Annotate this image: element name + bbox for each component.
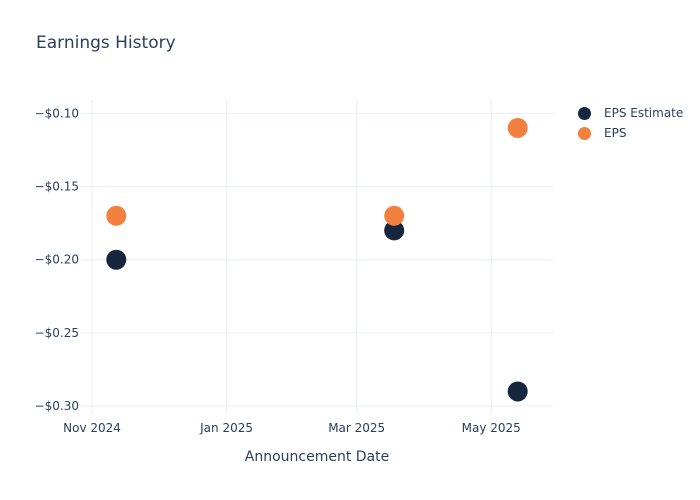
x-tick-label: Nov 2024 (63, 421, 121, 435)
legend: EPS Estimate EPS (578, 103, 683, 143)
legend-label: EPS (604, 126, 627, 140)
y-tick-label: −$0.30 (35, 399, 79, 413)
data-point-eps[interactable] (106, 205, 127, 226)
data-point-eps-estimate[interactable] (507, 381, 528, 402)
x-tick-label: Mar 2025 (328, 421, 385, 435)
data-point-eps-estimate[interactable] (384, 220, 405, 241)
y-tick-label: −$0.25 (35, 326, 79, 340)
x-axis-title: Announcement Date (244, 449, 390, 465)
data-point-eps-estimate[interactable] (106, 249, 127, 270)
data-point-eps[interactable] (384, 205, 405, 226)
x-tick-label: May 2025 (462, 421, 521, 435)
legend-label: EPS Estimate (604, 106, 684, 120)
y-tick-label: −$0.20 (35, 253, 79, 267)
legend-item-eps-estimate[interactable]: EPS Estimate (578, 103, 683, 123)
legend-marker-icon (578, 126, 591, 140)
data-point-eps[interactable] (507, 117, 528, 138)
y-tick-label: −$0.10 (35, 106, 79, 120)
legend-item-eps[interactable]: EPS (578, 123, 683, 143)
x-tick-label: Jan 2025 (199, 421, 253, 435)
y-tick-label: −$0.15 (35, 180, 79, 194)
legend-marker-icon (578, 106, 591, 120)
chart-title: Earnings History (36, 33, 176, 53)
